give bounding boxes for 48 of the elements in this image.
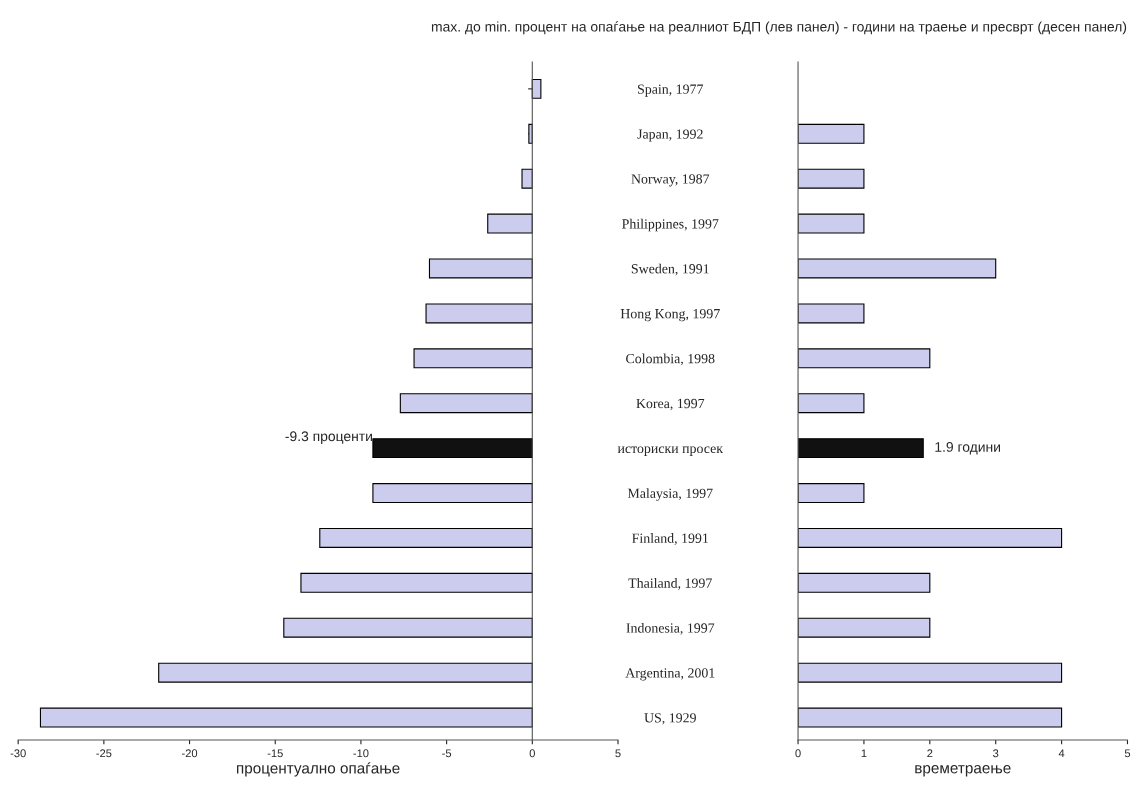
bar [798,393,865,414]
x-tick-label: 3 [993,749,999,758]
bar [798,438,924,459]
bar [798,123,865,144]
bar [798,572,931,593]
y-tick-label: историски просек [617,446,724,456]
x-tick-label: 0 [529,749,535,758]
x-tick-label: 5 [615,749,621,758]
y-tick-label: Finland, 1991 [632,533,709,545]
bar [798,662,1063,683]
bar [798,348,931,369]
x-axis-title: процентуално опаѓање [237,762,400,777]
bar [798,707,1063,728]
text: max. до min. процент на опаѓање на реалниот БДП (лев панел) - години на траење и пресврт (десен панел) [431,21,1127,35]
x-tick-label: -15 [267,749,283,758]
x-tick-label: 0 [795,749,801,758]
x-tick-label: -30 [10,749,26,758]
y-tick-label: Colombia, 1998 [626,353,715,366]
y-tick-label: Korea, 1997 [636,398,705,411]
y-tick-label: Argentina, 2001 [625,668,715,681]
y-tick-label: Hong Kong, 1997 [620,309,720,322]
x-tick-label: -20 [182,749,198,758]
x-axis-title: времетраење [915,765,1011,777]
x-tick-label: 4 [1058,749,1065,758]
y-tick-label: Thailand, 1997 [628,578,712,590]
bar [798,258,997,279]
annotation: -9.3 проценти [285,431,372,444]
y-tick-label: Japan, 1992 [637,129,703,142]
y-tick-label: Spain, 1977 [638,84,704,97]
bar [798,303,865,324]
y-tick-label: Sweden, 1991 [631,263,709,276]
y-tick-label: Indonesia, 1997 [626,622,715,635]
bar [798,527,1063,548]
bar [798,168,865,189]
bar [798,617,931,638]
y-tick-label: US, 1929 [644,713,696,725]
x-tick-label: -10 [353,749,369,758]
annotation: 1.9 години [935,442,1000,455]
y-tick-label: Norway, 1987 [631,174,710,187]
bar [798,213,865,234]
bar [798,483,865,504]
x-tick-label: -5 [442,749,452,758]
x-tick-label: -25 [96,749,112,758]
x-tick-label: 1 [861,749,867,758]
x-tick-label: 5 [1124,749,1131,758]
y-tick-label: Malaysia, 1997 [627,488,713,501]
x-tick-label: 2 [927,749,933,758]
y-tick-label: Philippines, 1997 [622,218,719,232]
